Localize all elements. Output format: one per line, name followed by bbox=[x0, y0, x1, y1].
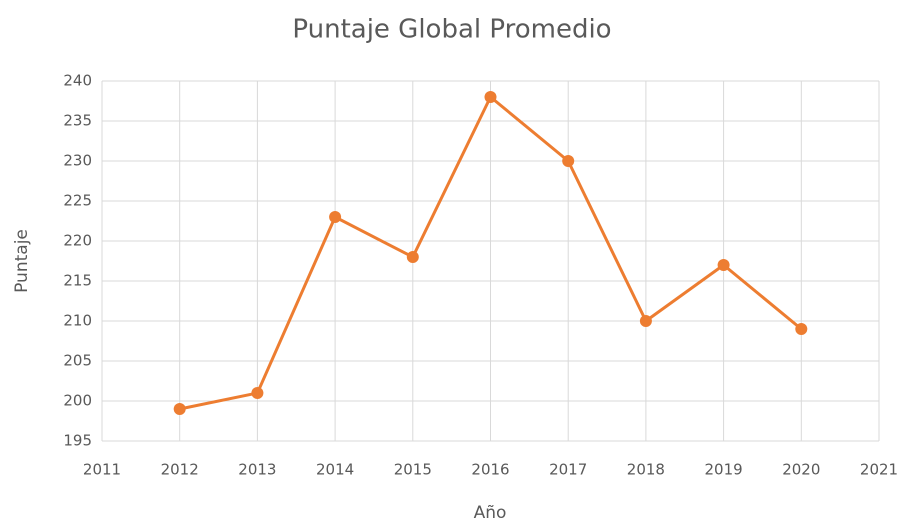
x-tick-label: 2018 bbox=[627, 461, 665, 479]
y-tick-label: 230 bbox=[63, 152, 92, 170]
point bbox=[639, 315, 652, 327]
x-tick-label: 2017 bbox=[549, 461, 587, 479]
chart-title: Puntaje Global Promedio bbox=[292, 15, 611, 45]
x-tick-label: 2012 bbox=[161, 461, 199, 479]
y-tick-label: 225 bbox=[63, 192, 92, 210]
x-tick-label: 2021 bbox=[860, 461, 898, 479]
x-tick-label: 2015 bbox=[394, 461, 432, 479]
x-tick-label: 2019 bbox=[705, 461, 743, 479]
x-tick-label: 2014 bbox=[316, 461, 354, 479]
y-axis-label: Puntaje bbox=[12, 229, 32, 293]
y-tick-label: 205 bbox=[63, 352, 92, 370]
point bbox=[795, 323, 808, 335]
y-tick-label: 210 bbox=[63, 312, 92, 330]
y-tick-label: 200 bbox=[63, 392, 92, 410]
point bbox=[717, 259, 730, 271]
point bbox=[406, 251, 419, 263]
y-tick-label: 215 bbox=[63, 272, 92, 290]
x-axis-label: Año bbox=[474, 503, 507, 523]
y-tick-label: 240 bbox=[63, 72, 92, 90]
x-tick-label: 2020 bbox=[782, 461, 820, 479]
y-tick-label: 235 bbox=[63, 112, 92, 130]
y-tick-label: 195 bbox=[63, 432, 92, 450]
x-tick-label: 2011 bbox=[83, 461, 121, 479]
point bbox=[251, 387, 264, 399]
y-tick-label: 220 bbox=[63, 232, 92, 250]
point bbox=[173, 403, 186, 415]
x-tick-label: 2013 bbox=[238, 461, 276, 479]
x-tick-label: 2016 bbox=[471, 461, 509, 479]
point bbox=[562, 155, 575, 167]
point bbox=[484, 91, 497, 103]
point bbox=[329, 211, 342, 223]
